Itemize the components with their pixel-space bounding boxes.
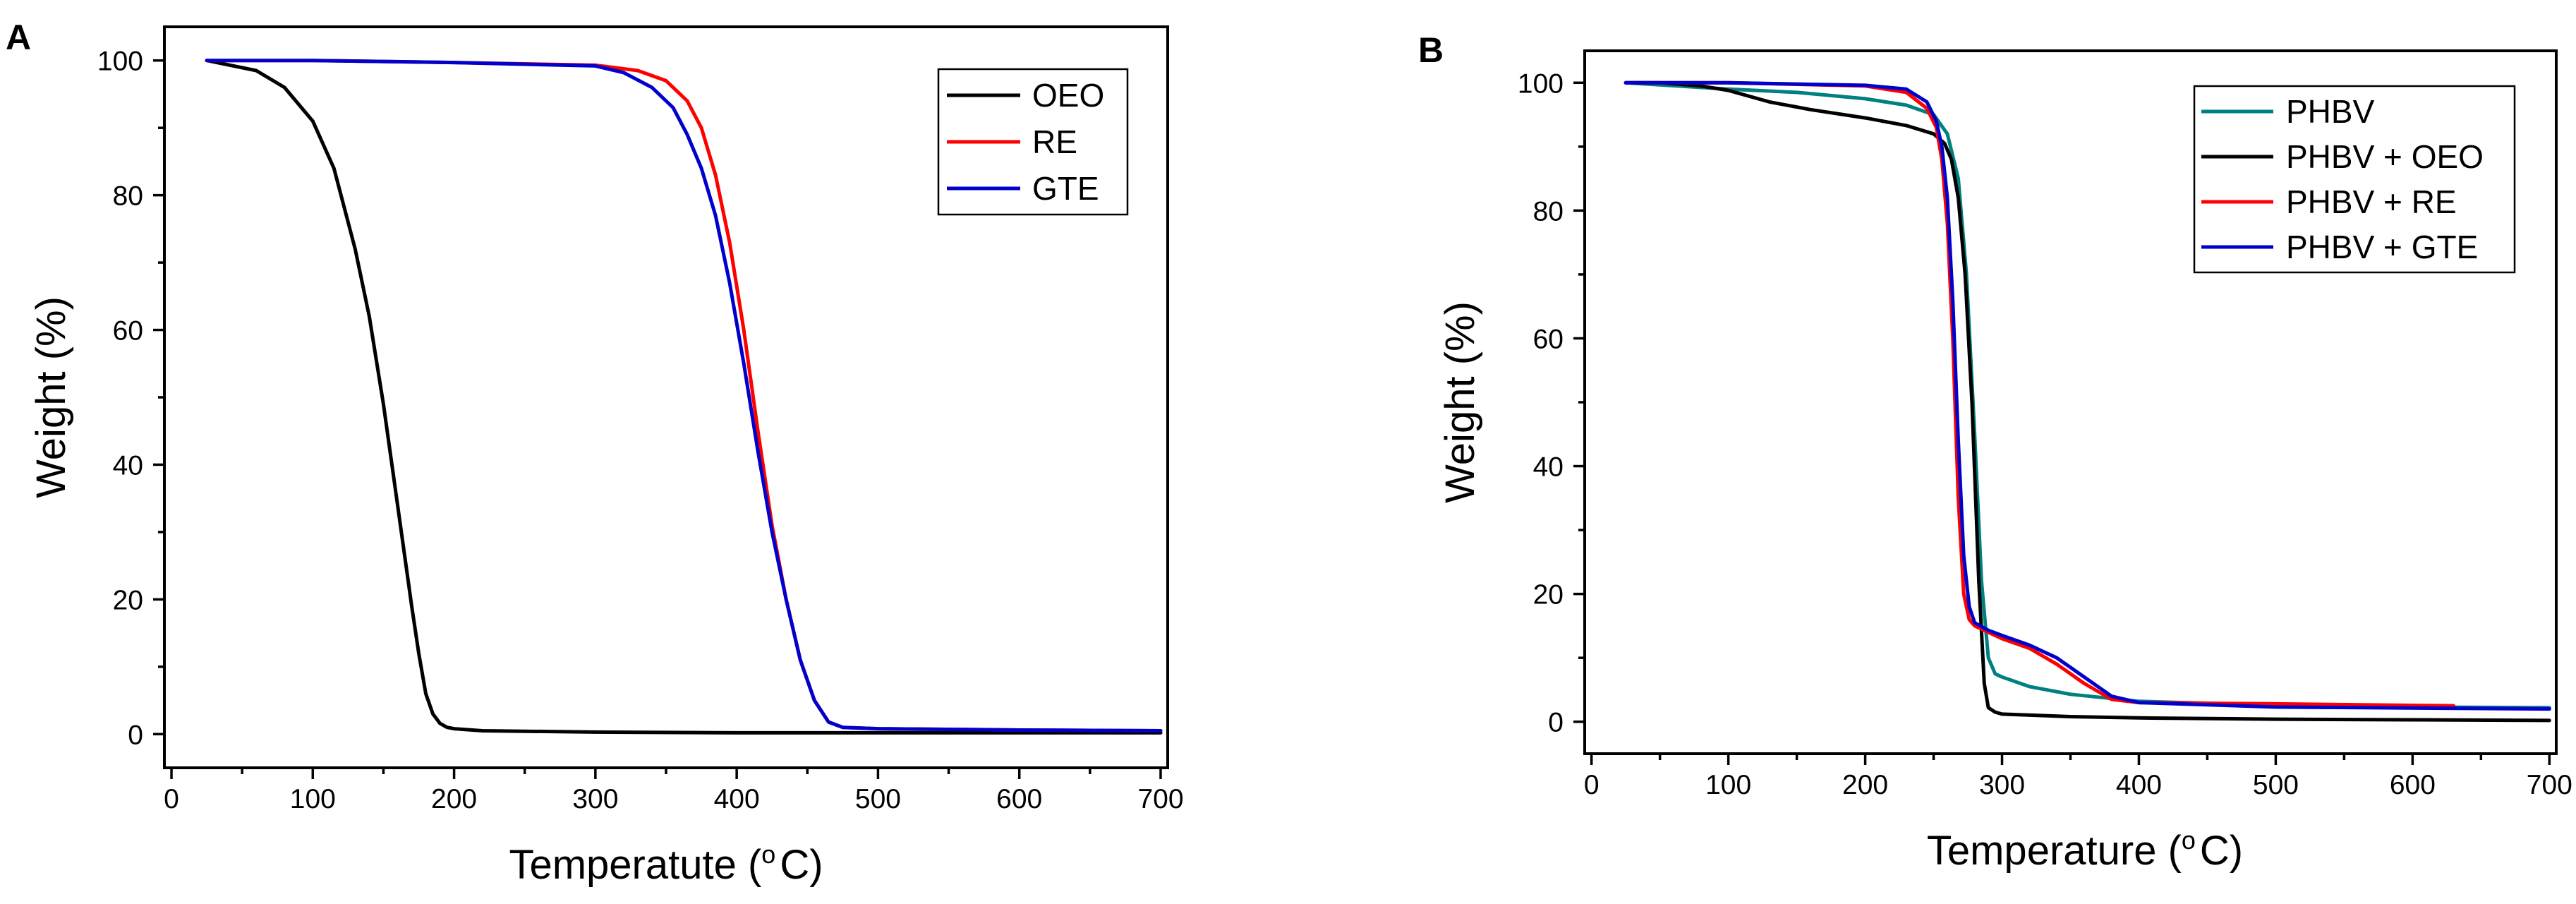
legend-label: OEO [1032, 77, 1104, 114]
y-tick-label: 0 [128, 720, 143, 750]
chart-panel-a: 0 100 200 300 400 500 600 700 0 20 40 60 80 100 Weight… [28, 25, 1184, 888]
x-tick-label: 300 [572, 784, 618, 814]
legend-box [2193, 85, 2516, 274]
legend-label: PHBV + GTE [2286, 229, 2478, 265]
y-tick-label: 100 [1518, 68, 1564, 99]
x-tick-label: 0 [164, 784, 179, 814]
x-axis-title: Temperature (o C) [1927, 826, 2243, 874]
x-tick-label: 500 [2253, 770, 2299, 800]
x-tick-label: 500 [855, 784, 901, 814]
x-tick-label: 100 [1705, 770, 1751, 800]
y-axis-title: Weight (%) [28, 296, 74, 498]
legend: PHBV PHBV + OEO PHBV + RE PHBV + GTE [2193, 85, 2516, 274]
series-line-phbv-gte [1623, 80, 2551, 711]
x-tick-label: 200 [1842, 770, 1888, 800]
x-tick-label: 700 [1137, 784, 1183, 814]
x-tick-label: 400 [2116, 770, 2162, 800]
y-tick-label: 40 [1533, 452, 1564, 483]
series-line-phbv-oeo [1623, 80, 2551, 723]
x-tick-label: 200 [431, 784, 477, 814]
series-line-gte [205, 59, 1163, 733]
y-tick-label: 80 [1533, 196, 1564, 227]
y-tick-label: 40 [113, 450, 143, 481]
legend-label: PHBV + RE [2286, 183, 2457, 220]
legend-label: RE [1032, 123, 1077, 160]
x-tick-label: 600 [2390, 770, 2436, 800]
x-axis-title: Temperatute (o C) [509, 840, 823, 888]
x-tick-label: 0 [1584, 770, 1600, 800]
y-axis-title: Weight (%) [1437, 301, 1483, 503]
y-tick-label: 0 [1548, 708, 1564, 738]
chart-panel-b: 0 100 200 300 400 500 600 700 0 20 40 60 80 100 Weight… [1437, 49, 2572, 874]
x-tick-label: 600 [996, 784, 1042, 814]
x-tick-label: 300 [1979, 770, 2025, 800]
x-tick-label: 400 [714, 784, 760, 814]
y-tick-label: 60 [1533, 324, 1564, 354]
series-line-oeo [205, 59, 1163, 735]
legend-label: GTE [1032, 170, 1099, 207]
x-tick-label: 100 [290, 784, 336, 814]
y-tick-label: 60 [113, 316, 143, 346]
x-tick-label: 700 [2527, 770, 2572, 800]
legend: OEO RE GTE [937, 68, 1129, 216]
panel-letter-b: B [1418, 30, 1444, 70]
legend-label: PHBV [2286, 93, 2375, 130]
y-tick-label: 20 [113, 585, 143, 615]
legend-label: PHBV + OEO [2286, 138, 2484, 175]
y-tick-label: 80 [113, 181, 143, 212]
y-tick-label: 100 [97, 47, 143, 77]
series-line-phbv-re [1623, 80, 2455, 708]
panel-letter-a: A [6, 18, 31, 57]
y-tick-label: 20 [1533, 580, 1564, 610]
